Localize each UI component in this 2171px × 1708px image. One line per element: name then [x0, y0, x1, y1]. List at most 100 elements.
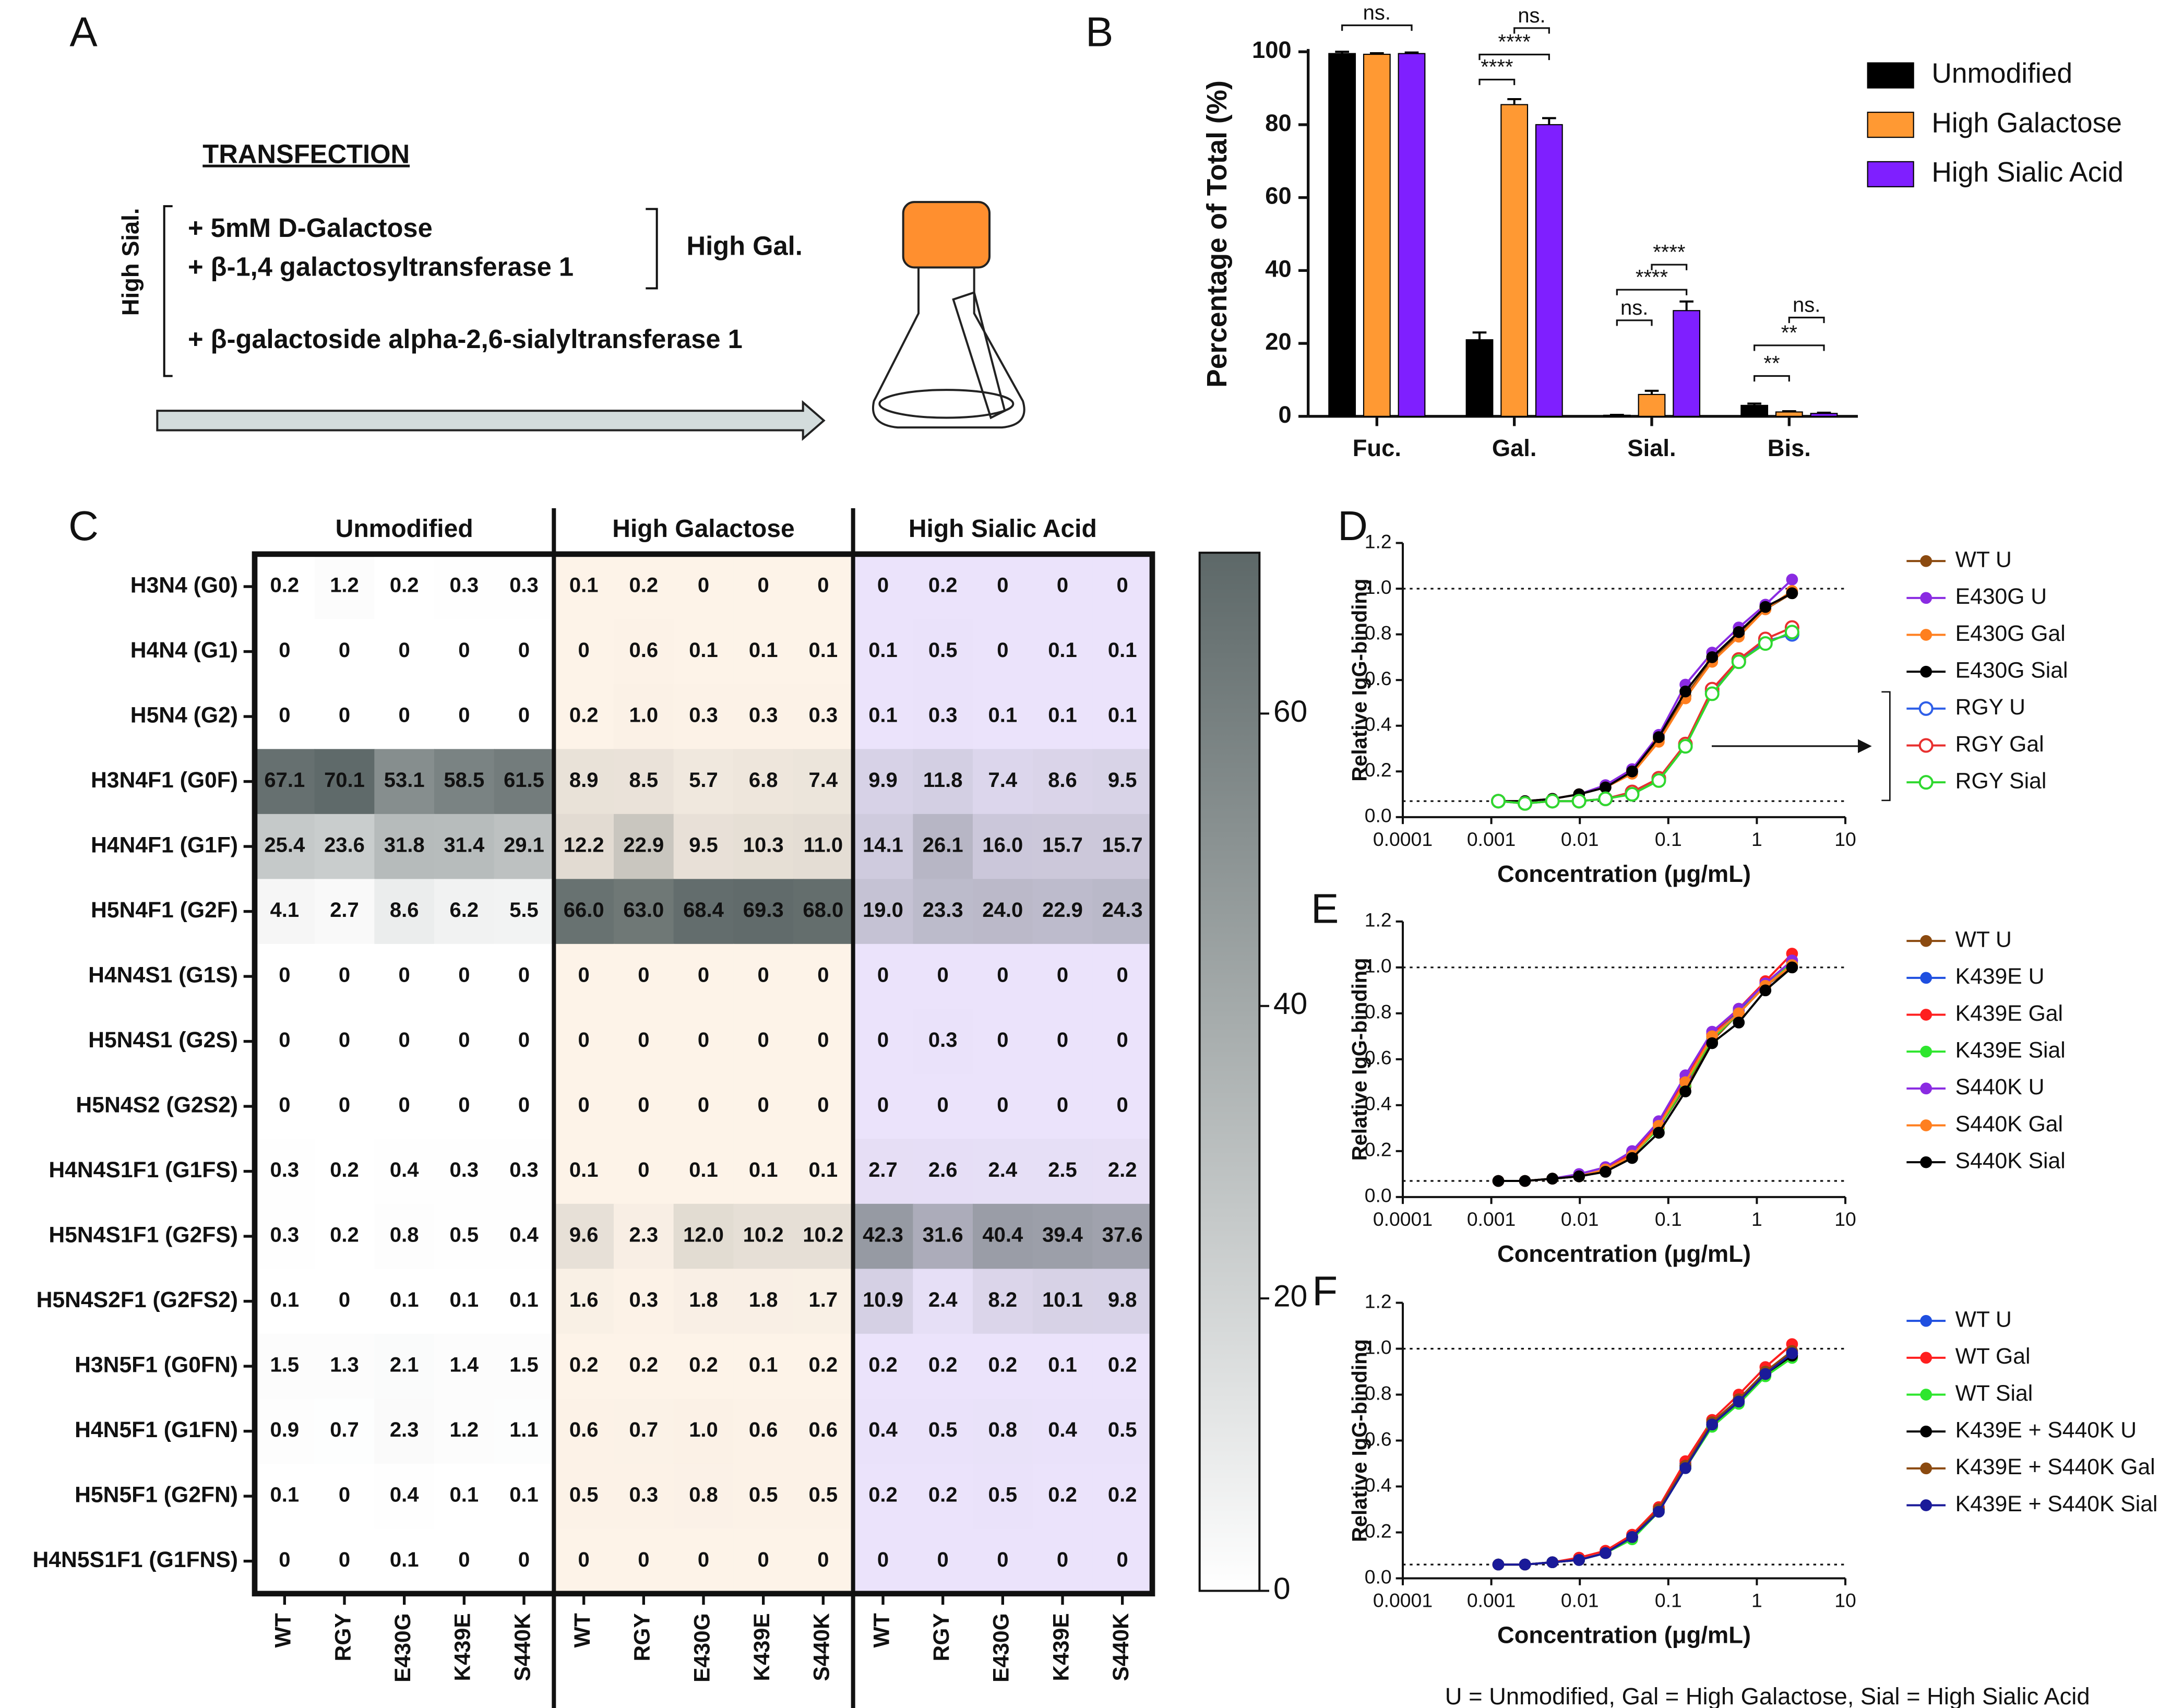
cell-label: 0.1	[689, 1158, 718, 1181]
cell-label: 9.5	[689, 834, 718, 857]
heatmap-cell	[614, 554, 674, 620]
cell-label: 8.5	[629, 769, 659, 792]
heatmap-cell	[494, 1528, 555, 1595]
cell-label: 0.2	[868, 1484, 898, 1507]
heatmap-cell	[1092, 943, 1153, 1010]
cell-label: 0	[997, 1548, 1008, 1571]
heatmap-cell	[913, 1528, 974, 1595]
cell-label: 0.8	[390, 1224, 419, 1247]
heatmap-cell	[314, 684, 375, 750]
cell-label: 0.1	[270, 1288, 300, 1311]
cell-label: 53.1	[384, 769, 425, 792]
cell-label: 25.4	[264, 834, 305, 857]
cell-label: 0	[698, 574, 709, 597]
legend-label: K439E + S440K Sial	[1955, 1491, 2158, 1516]
cell-label: 0.1	[390, 1288, 419, 1311]
curve	[1498, 960, 1793, 1183]
cell-label: 0	[279, 1548, 290, 1571]
heatmap-cell	[1032, 1463, 1093, 1530]
cell-label: 9.8	[1108, 1288, 1137, 1311]
cell-label: 0	[339, 1484, 350, 1507]
y-tick-label: 0.2	[1365, 1139, 1392, 1161]
heatmap-cell	[973, 879, 1033, 945]
heatmap-cell	[913, 749, 974, 815]
heatmap-cell	[1032, 684, 1093, 750]
cell-label: 1.3	[330, 1354, 359, 1377]
heatmap-cell	[1092, 1203, 1153, 1270]
cell-label: 0	[1057, 574, 1068, 597]
heatmap-cell	[733, 1463, 794, 1530]
heatmap-cell	[434, 1009, 495, 1075]
point	[1600, 1547, 1612, 1559]
heatmap-cell	[255, 814, 315, 880]
heatmap-cell	[314, 1528, 375, 1595]
cell-label: 0	[279, 964, 290, 987]
cell-label: 0.6	[569, 1418, 599, 1441]
x-axis-label: Concentration (μg/mL)	[1497, 861, 1751, 887]
col-label: K439E	[749, 1613, 774, 1681]
heatmap-cell	[1092, 1528, 1153, 1595]
cell-label: 0.2	[928, 1484, 958, 1507]
cell-label: 0	[578, 639, 590, 662]
heatmap-cell	[255, 1399, 315, 1465]
x-tick-label: 10	[1834, 828, 1856, 850]
cell-label: 0.5	[809, 1484, 838, 1507]
legend-marker	[1918, 701, 1934, 716]
sig-label: ns.	[1518, 4, 1545, 27]
cell-label: 68.0	[803, 899, 843, 922]
cell-label: 6.2	[450, 899, 479, 922]
point	[1492, 1558, 1505, 1571]
heatmap-cell	[913, 684, 974, 750]
heatmap-cell	[614, 943, 674, 1010]
heatmap-cell	[374, 1333, 435, 1400]
cell-label: 0.6	[749, 1418, 778, 1441]
cell-label: 26.1	[923, 834, 963, 857]
cell-label: 0	[458, 639, 470, 662]
cell-label: 0	[518, 1548, 530, 1571]
cell-label: 24.0	[982, 899, 1023, 922]
heatmap-cell	[913, 1203, 974, 1270]
heatmap-cell	[314, 1399, 375, 1465]
cell-label: 0.4	[1048, 1418, 1077, 1441]
sig-bracket	[1513, 27, 1550, 34]
cell-label: 0	[1057, 1029, 1068, 1052]
sig-label: **	[1781, 321, 1797, 344]
cell-label: 0	[339, 704, 350, 727]
y-tick-label: 0.6	[1365, 1428, 1392, 1450]
cell-label: 66.0	[564, 899, 604, 922]
x-axis-label: Concentration (μg/mL)	[1497, 1621, 1751, 1648]
cell-label: 0.1	[749, 1354, 778, 1377]
col-label: WT	[271, 1613, 296, 1647]
heatmap-cell	[374, 619, 435, 685]
sig-bracket	[1616, 289, 1688, 295]
cell-label: 0	[638, 1548, 649, 1571]
cell-label: 11.8	[923, 769, 963, 792]
x-tick-label: 0.1	[1655, 1208, 1682, 1230]
panel-label: F	[1312, 1268, 1338, 1315]
point	[1491, 794, 1506, 809]
legend-marker	[1920, 665, 1932, 678]
legend-marker	[1920, 1389, 1932, 1401]
sig-label: ns.	[1620, 296, 1648, 319]
cell-label: 0.7	[629, 1418, 659, 1441]
error-bar	[1679, 300, 1694, 311]
cell-label: 9.5	[1108, 769, 1137, 792]
cell-label: 23.3	[923, 899, 963, 922]
heatmap-cell	[434, 1463, 495, 1530]
col-label: RGY	[330, 1613, 355, 1661]
legend-marker	[1920, 629, 1932, 641]
item: + β-1,4 galactosyltransferase 1	[188, 252, 574, 282]
legend-marker	[1920, 1156, 1932, 1168]
cell-label: 16.0	[982, 834, 1023, 857]
cell-label: 1.5	[509, 1354, 539, 1377]
point	[1786, 574, 1798, 586]
heatmap-cell	[673, 879, 734, 945]
heatmap-cell	[614, 1139, 674, 1205]
sig-bracket	[1478, 78, 1516, 86]
heatmap-cell	[793, 1333, 854, 1400]
heatmap-cell	[434, 1203, 495, 1270]
legend-swatch	[1867, 112, 1914, 138]
cell-label: 0.1	[988, 704, 1018, 727]
footnote: U = Unmodified, Gal = High Galactose, Si…	[1445, 1683, 2090, 1708]
cell-label: 0	[458, 1029, 470, 1052]
